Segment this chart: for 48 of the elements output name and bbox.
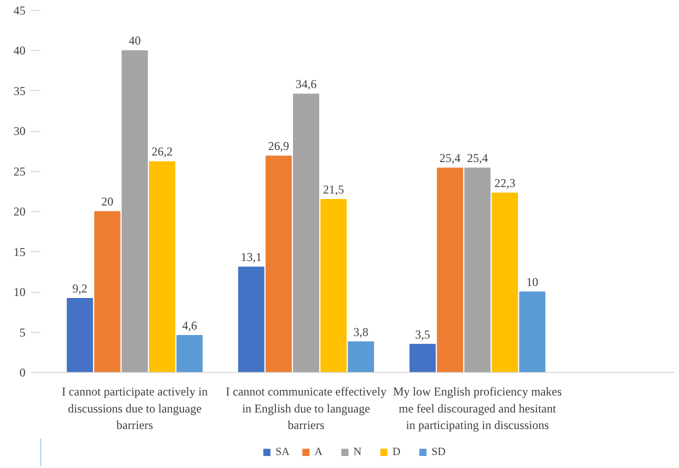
bar	[436, 168, 464, 372]
data-label: 26,9	[268, 139, 290, 154]
x-tick-label: I cannot communicate effectively in English due to language barriers	[226, 384, 386, 432]
bar	[348, 341, 374, 372]
data-label: 10	[526, 275, 538, 290]
legend-label: SD	[432, 446, 447, 458]
x-tick-label: My low English proficiency makes me feel discouraged and hesitant in participating in discussions	[393, 384, 562, 432]
data-label: 25,4	[440, 151, 461, 166]
bar	[176, 334, 203, 372]
data-label: 3,8	[353, 324, 368, 339]
bar	[492, 192, 518, 372]
data-label: 26,2	[152, 144, 173, 159]
bar	[149, 161, 176, 372]
bar	[519, 292, 546, 372]
y-tick-label: 45	[14, 4, 26, 18]
y-tick-label: 40	[14, 44, 26, 58]
y-tick-label: 25	[14, 164, 26, 178]
data-label: 9,2	[72, 281, 88, 296]
bar	[266, 156, 292, 372]
bar	[410, 344, 436, 372]
bar	[320, 199, 347, 372]
legend-label: D	[392, 446, 402, 458]
data-label: 25,4	[466, 151, 488, 166]
data-label: 22,3	[494, 176, 516, 190]
data-label: 3,5	[415, 327, 430, 342]
y-tick-label: 5	[20, 325, 26, 340]
y-tick-label: 15	[14, 244, 26, 259]
bar	[292, 94, 320, 372]
y-tick-label: 0	[20, 366, 26, 380]
legend-label: N	[354, 446, 362, 458]
data-label: 40	[128, 34, 141, 48]
bar	[66, 298, 94, 372]
y-tick-label: 10	[14, 285, 26, 300]
y-tick-label: 20	[14, 204, 26, 219]
bar	[238, 266, 264, 372]
legend-label: A	[314, 446, 324, 458]
data-label: 13,1	[240, 250, 262, 264]
data-label: 20	[101, 194, 114, 209]
data-label: 4,6	[182, 318, 198, 332]
legend-label: SA	[276, 446, 291, 458]
bar	[122, 50, 148, 372]
y-tick-label: 35	[14, 84, 26, 98]
bar	[464, 168, 491, 372]
y-tick-label: 30	[14, 124, 26, 138]
data-label: 21,5	[323, 182, 344, 197]
data-label: 34,6	[296, 77, 317, 92]
x-tick-label: I cannot participate actively in discussions due to language barriers	[62, 384, 208, 432]
bar	[94, 211, 120, 372]
